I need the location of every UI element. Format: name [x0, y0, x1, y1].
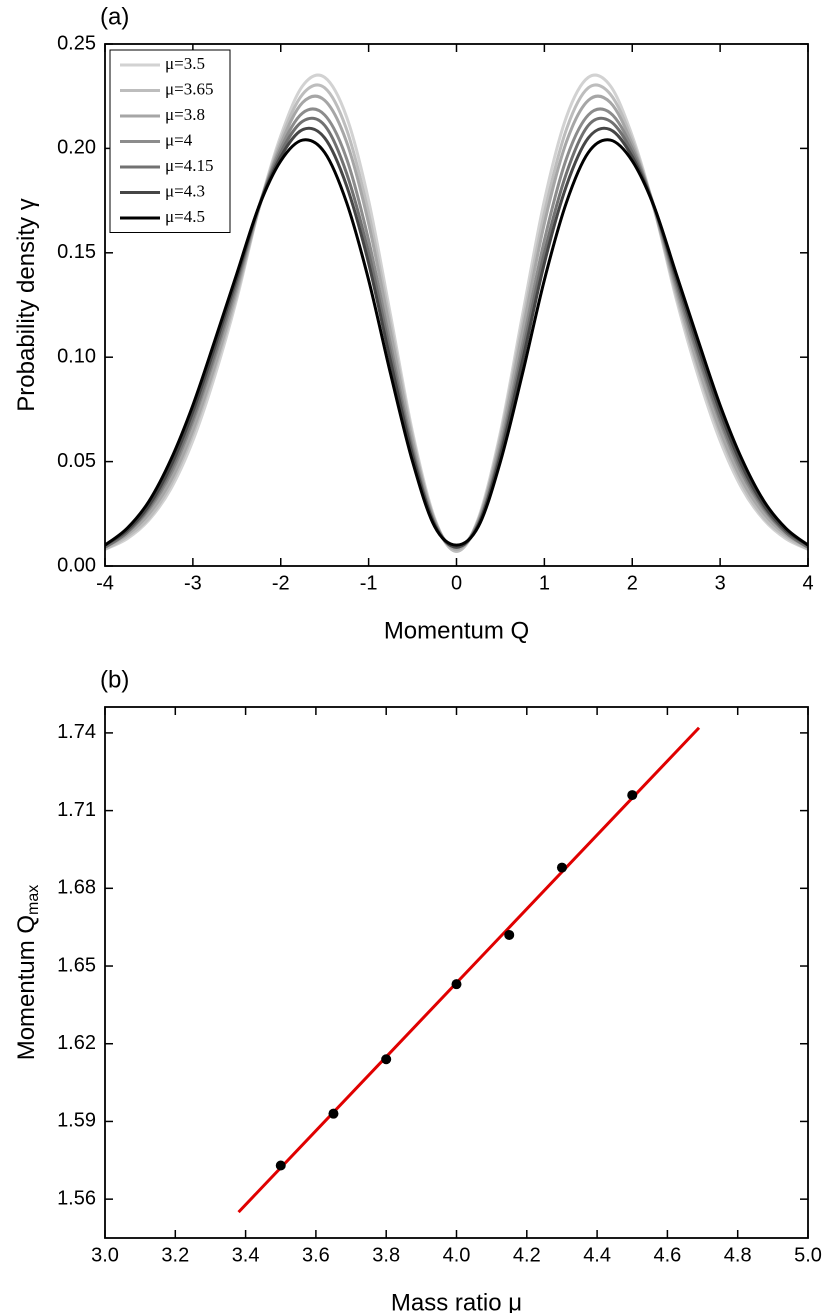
data-point [451, 979, 462, 990]
curve [105, 138, 808, 547]
x-tick-label: 4.2 [513, 1244, 541, 1266]
x-tick-label: 3.8 [372, 1244, 400, 1266]
y-axis-title-main: Probability density γ [13, 198, 40, 411]
plot-area [105, 73, 808, 553]
x-tick-label: 3 [715, 572, 726, 594]
y-tick-label: 1.65 [57, 954, 96, 976]
axes-frame [104, 706, 809, 1239]
legend-label: μ=4.3 [165, 181, 205, 200]
curve [105, 126, 808, 549]
panel-label: (a) [100, 3, 129, 30]
legend-label: μ=3.65 [165, 79, 213, 98]
x-tick-label: 4.6 [653, 1244, 681, 1266]
data-point [504, 929, 515, 940]
x-tick-label: 4.0 [443, 1244, 471, 1266]
x-tick-label: 0 [451, 572, 462, 594]
x-tick-label: 4.8 [724, 1244, 752, 1266]
legend-label: μ=3.5 [165, 54, 205, 73]
x-tick-label: 4 [802, 572, 813, 594]
fit-line [237, 726, 701, 1214]
data-point [275, 1160, 286, 1171]
y-tick-label: 1.62 [57, 1032, 96, 1054]
y-tick-label: 1.74 [57, 721, 96, 743]
y-tick-label: 1.68 [57, 877, 96, 899]
x-tick-label: 3.4 [232, 1244, 260, 1266]
y-axis-title: Momentum Qmax [13, 885, 42, 1061]
x-tick-label: 3.0 [91, 1244, 119, 1266]
x-tick-label: -1 [360, 572, 378, 594]
y-axis-title-main: Momentum Q [13, 915, 40, 1060]
y-axis-title: Probability density γ [13, 198, 40, 411]
panel: 3.0 3.2 3.4 3.6 3.8 4.0 4.2 4.4 4.6 4.8 5.0 1.56 1.5… [13, 666, 822, 1313]
legend-label: μ=3.8 [165, 105, 205, 124]
x-tick-label: -3 [184, 572, 202, 594]
data-point [556, 862, 567, 873]
y-tick-label: 0.20 [57, 137, 96, 159]
x-axis-title: Momentum Q [384, 617, 529, 644]
y-tick-label: 1.59 [57, 1110, 96, 1132]
y-axis-title-sub: max [25, 885, 42, 915]
x-axis-title: Mass ratio μ [391, 1289, 522, 1313]
x-tick-label: 3.2 [161, 1244, 189, 1266]
legend-label: μ=4.5 [165, 207, 205, 226]
axes-frame [104, 43, 809, 567]
legend-label: μ=4.15 [165, 156, 213, 175]
y-tick-label: 0.25 [57, 32, 96, 54]
y-tick-label: 1.56 [57, 1187, 96, 1209]
y-tick-label: 1.71 [57, 799, 96, 821]
panel: -4 -3 -2 -1 0 1 2 3 4 0.00 0.05 0.10 0.15 0.20 0.25(a)… [13, 3, 813, 644]
data-point [328, 1108, 339, 1119]
panel-label: (b) [100, 666, 129, 693]
legend: μ=3.5 μ=3.65 μ=3.8 μ=4 μ=4.15 μ=4.3 μ=4.5 [109, 49, 231, 233]
x-tick-label: -4 [96, 572, 114, 594]
legend-label: μ=4 [165, 130, 193, 149]
x-tick-label: -2 [272, 572, 290, 594]
plot-area [237, 726, 701, 1214]
y-tick-label: 0.10 [57, 345, 96, 367]
y-tick-label: 0.00 [57, 554, 96, 576]
y-tick-label: 0.15 [57, 241, 96, 263]
x-tick-label: 1 [539, 572, 550, 594]
x-tick-label: 4.4 [583, 1244, 611, 1266]
x-tick-label: 2 [627, 572, 638, 594]
curve [105, 94, 808, 551]
y-tick-label: 0.05 [57, 450, 96, 472]
data-point [381, 1054, 392, 1065]
x-tick-label: 3.6 [302, 1244, 330, 1266]
x-tick-label: 5.0 [794, 1244, 822, 1266]
data-point [627, 790, 638, 801]
